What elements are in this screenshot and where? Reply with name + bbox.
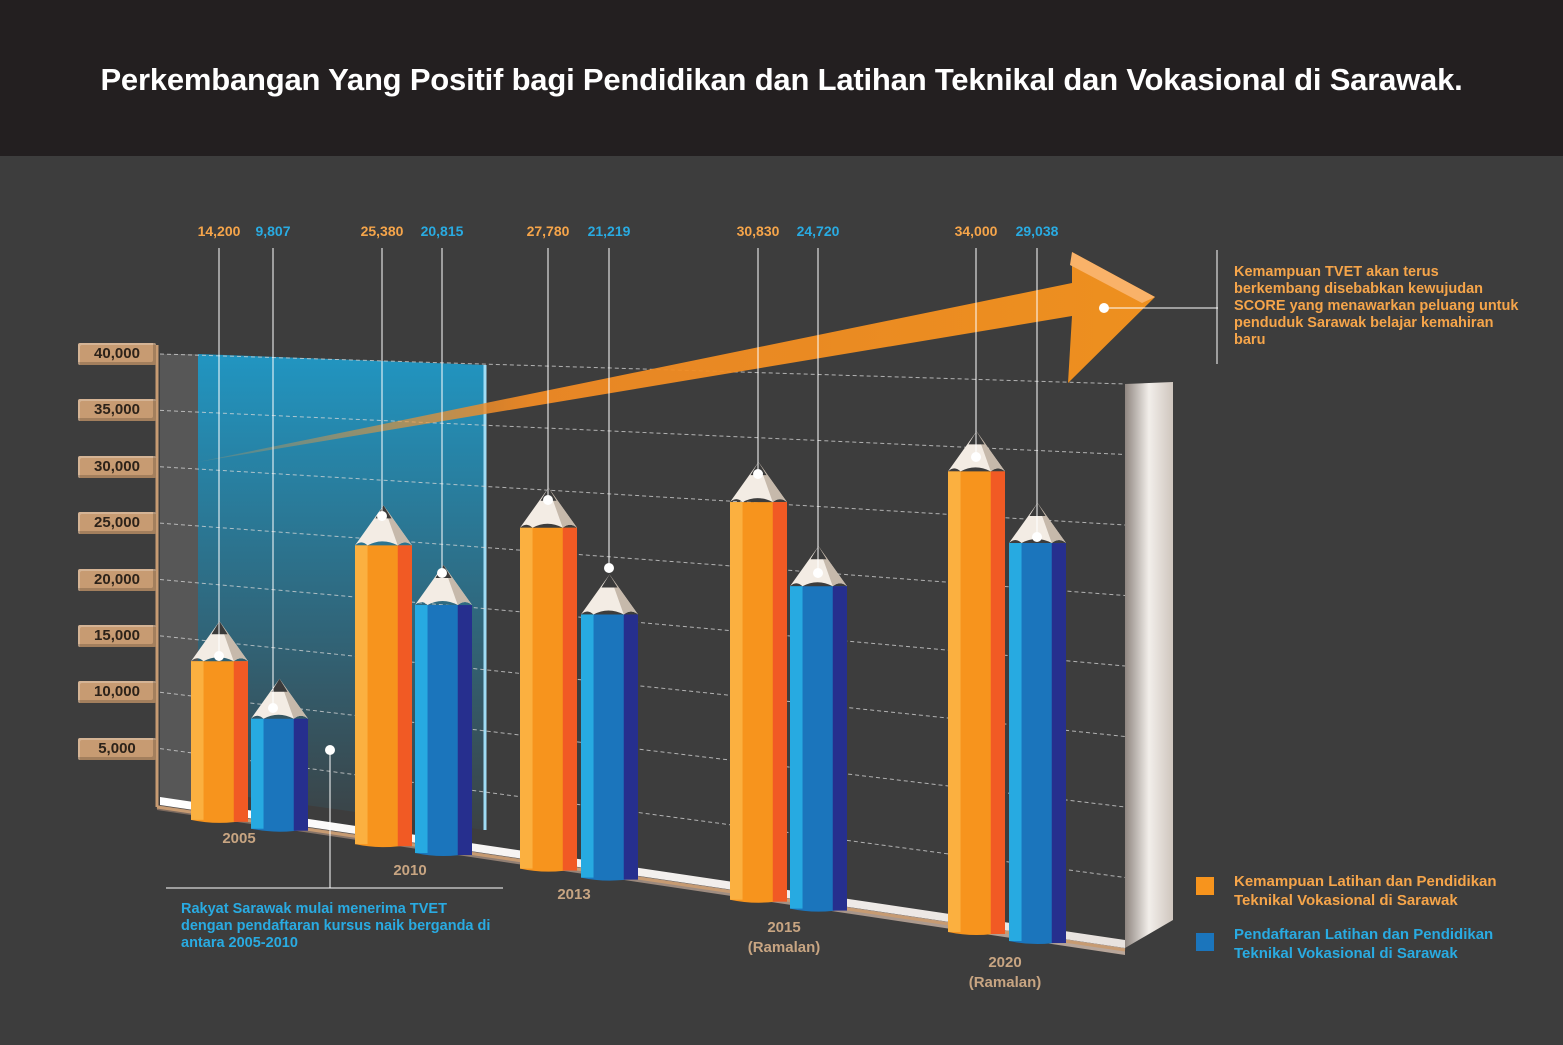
y-tick-label: 20,000 <box>78 568 156 591</box>
bar-enrollment <box>1009 503 1066 945</box>
pencil-tip-shade <box>279 678 308 719</box>
gridline <box>159 691 1126 808</box>
pencil-facet-right <box>1051 543 1066 944</box>
value-label-enrollment: 21,219 <box>587 223 631 239</box>
leader-dot <box>214 651 224 661</box>
y-tick-label: 25,000 <box>78 512 156 535</box>
pencil-facet-left <box>191 661 204 820</box>
leader-dot <box>1032 532 1042 542</box>
pencil-facet-right <box>233 661 248 822</box>
leader-dot <box>971 452 981 462</box>
pencil-facet-left <box>355 545 368 845</box>
pencil-facet-left <box>520 527 533 869</box>
tvet-note-dot <box>325 745 335 755</box>
leader-dot <box>813 568 823 578</box>
y-tick-label: 35,000 <box>78 399 156 422</box>
pencil-facet-left <box>730 502 743 900</box>
pencil-facet-right <box>990 471 1005 934</box>
legend-swatch-capacity <box>1196 877 1214 895</box>
legend-label-enrollment: Pendaftaran Latihan dan Pendidikan Tekni… <box>1234 926 1494 962</box>
pencil-facet-left <box>415 605 428 854</box>
x-tick-label: 2015 (Ramalan) <box>747 919 821 956</box>
value-label-enrollment: 29,038 <box>1015 223 1059 239</box>
pencil-tip-shade <box>609 574 638 615</box>
arrow-note: Kemampuan TVET akan terus berkembang dis… <box>1234 264 1519 348</box>
pencil-facet-right <box>457 605 472 856</box>
pencil-facet-right <box>832 586 847 911</box>
pencil-facet-right <box>623 614 638 880</box>
pencil-tip-shade <box>383 505 412 546</box>
value-label-capacity: 14,200 <box>197 223 241 239</box>
bar-capacity <box>355 505 412 848</box>
bar-capacity <box>520 487 577 872</box>
leader-dot <box>753 469 763 479</box>
pencil-facet-right <box>293 718 308 831</box>
trend-arrow-highlight <box>1070 252 1155 303</box>
legend-label-capacity: Kemampuan Latihan dan Pendidikan Teknika… <box>1234 873 1497 909</box>
leader-dot <box>377 511 387 521</box>
bar-enrollment <box>251 678 308 832</box>
pencil-facet-left <box>581 614 594 878</box>
pencil-facet-left <box>251 718 264 829</box>
pencil-tip-shade <box>976 431 1005 472</box>
leader-dot <box>268 703 278 713</box>
value-label-enrollment: 20,815 <box>420 223 464 239</box>
leader-dot <box>604 563 614 573</box>
value-label-capacity: 30,830 <box>736 223 780 239</box>
pencil-facet-right <box>772 502 787 902</box>
value-label-enrollment: 24,720 <box>796 223 840 239</box>
pencil-tip-shade <box>758 462 787 503</box>
y-tick-label: 40,000 <box>78 343 156 365</box>
value-label-capacity: 25,380 <box>360 223 404 239</box>
pencil-facet-left <box>948 471 961 932</box>
leader-dot <box>437 568 447 578</box>
bar-capacity <box>191 621 248 823</box>
pencil-tip-shade <box>1037 503 1066 544</box>
pencil-tip-shade <box>443 565 472 606</box>
arrow-note-dot <box>1099 303 1109 313</box>
x-tick-label: 2013 <box>557 886 591 903</box>
value-label-capacity: 27,780 <box>526 223 570 239</box>
pencil-tip-shade <box>219 621 248 662</box>
pencil-facet-right <box>562 527 577 871</box>
chart-background <box>155 252 1173 955</box>
pencil-lead <box>271 678 288 692</box>
x-tick-label: 2010 <box>393 862 427 879</box>
value-label-enrollment: 9,807 <box>255 223 291 239</box>
pencil-lead <box>601 574 618 588</box>
tvet-note: Rakyat Sarawak mulai menerima TVET denga… <box>181 901 491 951</box>
legend-swatch-enrollment <box>1196 933 1214 951</box>
bar-capacity <box>730 462 787 903</box>
pencil-tip-shade <box>548 487 577 528</box>
pencil-facet-right <box>397 545 412 847</box>
left-wall <box>160 354 198 805</box>
pencil-facet-left <box>790 586 803 909</box>
y-tick-label: 5,000 <box>78 737 156 760</box>
bar-enrollment <box>790 546 847 912</box>
chart-marks <box>166 248 1218 945</box>
y-tick-label: 10,000 <box>78 681 156 704</box>
page-title: Perkembangan Yang Positif bagi Pendidika… <box>100 62 1463 97</box>
bar-capacity <box>948 431 1005 935</box>
gridline <box>159 748 1126 878</box>
pencil-tip-shade <box>818 546 847 587</box>
right-wall <box>1125 382 1173 948</box>
leader-dot <box>543 495 553 505</box>
value-label-capacity: 34,000 <box>954 223 998 239</box>
y-tick-label: 30,000 <box>78 455 156 478</box>
bar-enrollment <box>581 574 638 881</box>
title-bar <box>0 0 1563 156</box>
bar-enrollment <box>415 565 472 857</box>
pencil-facet-left <box>1009 543 1022 942</box>
gridline <box>159 409 1126 455</box>
x-tick-label: 2005 <box>222 830 256 847</box>
x-tick-label: 2020 (Ramalan) <box>968 954 1042 991</box>
y-tick-label: 15,000 <box>78 624 156 647</box>
